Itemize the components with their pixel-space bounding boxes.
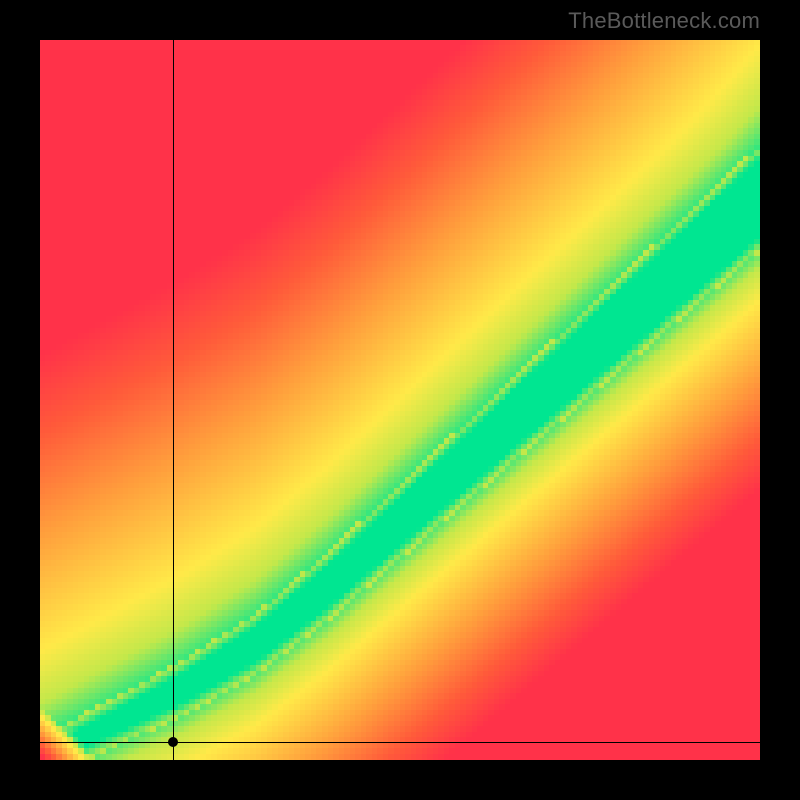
- crosshair-horizontal: [40, 742, 760, 743]
- chart-container: TheBottleneck.com: [0, 0, 800, 800]
- crosshair-marker: [168, 737, 178, 747]
- watermark-text: TheBottleneck.com: [568, 8, 760, 34]
- bottleneck-heatmap: [40, 40, 760, 760]
- crosshair-vertical: [173, 40, 174, 760]
